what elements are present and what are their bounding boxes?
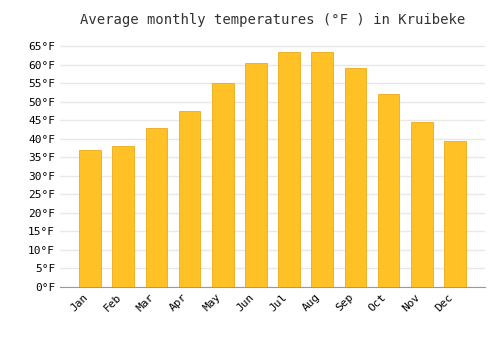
Bar bbox=[245, 63, 266, 287]
Bar bbox=[312, 52, 333, 287]
Bar bbox=[444, 141, 466, 287]
Bar bbox=[278, 52, 300, 287]
Title: Average monthly temperatures (°F ) in Kruibeke: Average monthly temperatures (°F ) in Kr… bbox=[80, 13, 465, 27]
Bar bbox=[179, 111, 201, 287]
Bar bbox=[112, 146, 134, 287]
Bar bbox=[212, 83, 234, 287]
Bar bbox=[344, 68, 366, 287]
Bar bbox=[411, 122, 432, 287]
Bar bbox=[80, 150, 101, 287]
Bar bbox=[378, 94, 400, 287]
Bar bbox=[146, 128, 167, 287]
